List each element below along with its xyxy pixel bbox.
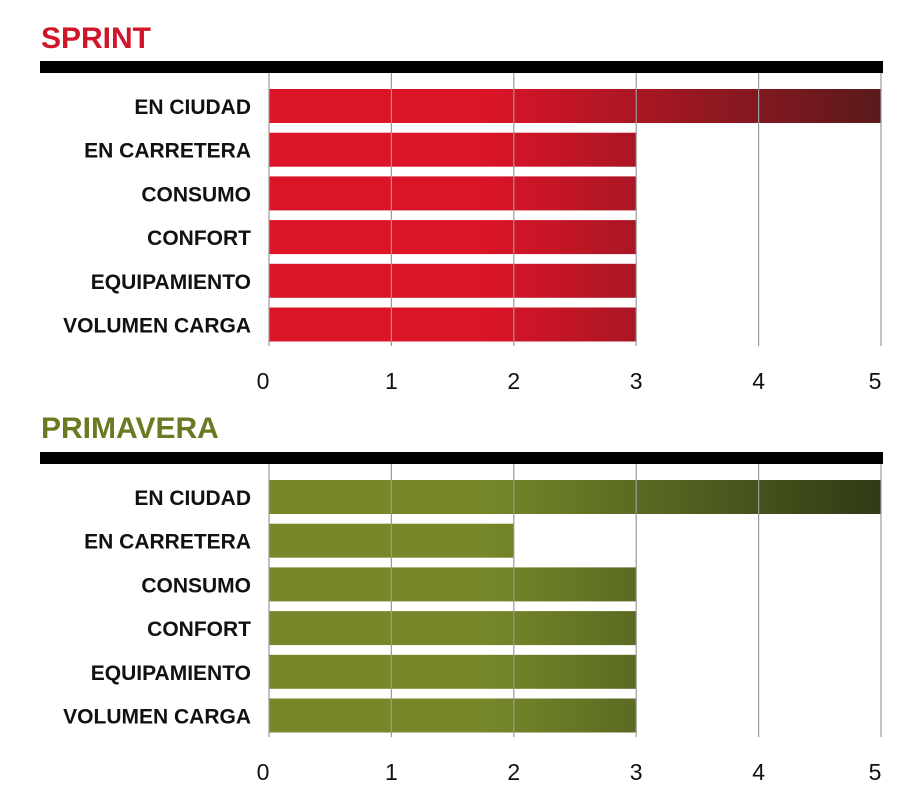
bar-equipamiento [269,263,637,298]
category-label: EN CIUDAD [134,487,251,510]
category-label: CONFORT [147,227,251,250]
x-tick-label: 1 [385,368,398,394]
bar-en-carretera [269,132,637,167]
category-label: EN CARRETERA [84,531,251,554]
chart-panel-0: SPRINT EN CIUDAD EN CARRETERA CONSUMO CONFOR… [40,22,883,394]
bar-consumo [269,176,637,211]
category-label: EQUIPAMIENTO [91,662,251,685]
bar-en-ciudad [269,89,881,123]
x-tick-label: 0 [257,759,270,785]
bar-consumo [269,567,637,602]
x-tick-label: 4 [752,368,765,394]
x-tick-label: 3 [630,368,643,394]
x-tick-label: 0 [257,368,270,394]
bar-confort [269,220,637,255]
bar-volumen-carga [269,698,637,733]
x-tick-label: 5 [869,759,882,785]
x-tick-label: 2 [507,759,520,785]
category-label: EN CIUDAD [134,96,251,119]
chart-panel-1: PRIMAVERA EN CIUDAD EN CARRETERA CONSUMO CON… [40,412,883,785]
bar-confort [269,611,637,646]
category-label: CONSUMO [141,183,251,206]
bar-en-ciudad [269,480,881,514]
chart-title: PRIMAVERA [41,412,219,445]
bar-volumen-carga [269,307,637,342]
x-tick-label: 2 [507,368,520,394]
x-tick-label: 3 [630,759,643,785]
x-tick-label: 1 [385,759,398,785]
category-label: EN CARRETERA [84,140,251,163]
x-tick-label: 4 [752,759,765,785]
header-rule [40,61,883,73]
category-label: CONSUMO [141,574,251,597]
category-label: VOLUMEN CARGA [63,706,251,729]
header-rule [40,452,883,464]
chart-title: SPRINT [41,22,151,55]
category-label: EQUIPAMIENTO [91,271,251,294]
bar-equipamiento [269,654,637,689]
category-label: VOLUMEN CARGA [63,315,251,338]
category-label: CONFORT [147,618,251,641]
x-tick-label: 5 [869,368,882,394]
